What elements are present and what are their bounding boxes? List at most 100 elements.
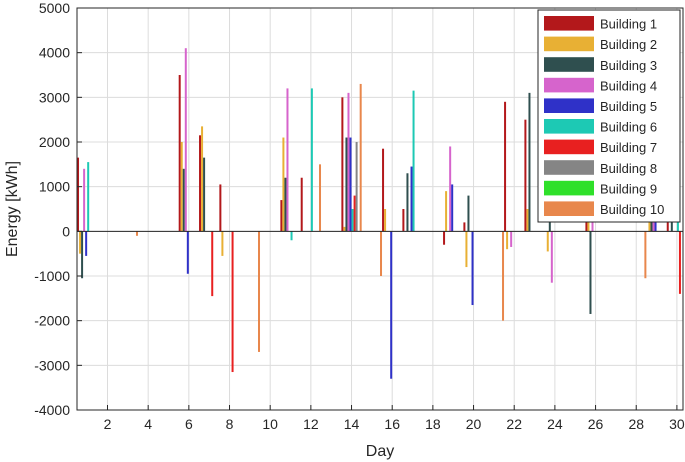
x-tick-label: 22: [506, 416, 522, 432]
legend-swatch: [544, 57, 594, 72]
y-axis-label: Energy [kWh]: [4, 161, 21, 257]
bar: [280, 200, 283, 232]
legend-swatch: [544, 201, 594, 216]
x-axis-label: Day: [366, 443, 394, 460]
legend-label: Building 8: [600, 161, 657, 176]
legend-label: Building 3: [600, 58, 657, 73]
legend-label: Building 6: [600, 120, 657, 135]
bars: [77, 48, 681, 379]
bar: [211, 231, 214, 297]
legend-label: Building 2: [600, 37, 657, 52]
legend-swatch: [544, 180, 594, 196]
y-tick-label: 3000: [39, 89, 70, 105]
y-tick-label: -4000: [34, 402, 70, 418]
x-tick-label: 28: [628, 416, 644, 432]
bar: [463, 222, 466, 232]
bar: [79, 231, 82, 254]
bar: [412, 90, 415, 232]
bar: [502, 231, 505, 321]
bar: [504, 101, 507, 232]
y-tick-label: 1000: [39, 179, 70, 195]
bar: [546, 231, 549, 252]
bar: [319, 164, 322, 232]
bar: [349, 137, 352, 232]
legend-swatch: [544, 160, 594, 175]
bar: [359, 83, 362, 232]
y-tick-label: -1000: [34, 268, 70, 284]
legend-label: Building 10: [600, 202, 664, 217]
legend-swatch: [544, 36, 594, 52]
x-tick-label: 14: [344, 416, 360, 432]
bar: [467, 195, 470, 232]
bar: [343, 226, 346, 232]
bar: [347, 92, 350, 232]
bar: [83, 168, 86, 232]
legend-label: Building 9: [600, 181, 657, 196]
bar: [443, 231, 446, 245]
x-tick-label: 6: [185, 416, 193, 432]
bar: [550, 231, 553, 283]
y-tick-label: -2000: [34, 313, 70, 329]
x-tick-label: 18: [425, 416, 441, 432]
bar: [77, 157, 80, 232]
bar: [445, 191, 448, 232]
bar: [231, 231, 234, 373]
legend-label: Building 1: [600, 17, 657, 32]
bar: [644, 231, 647, 279]
bar: [341, 97, 344, 232]
x-tick-label: 16: [384, 416, 400, 432]
legend-label: Building 5: [600, 99, 657, 114]
bar: [510, 231, 513, 247]
bar: [184, 48, 187, 232]
bar: [310, 88, 313, 232]
bar: [353, 195, 356, 232]
legend: Building 1 Building 2 Building 3 Building 4…: [537, 9, 681, 223]
bar: [380, 231, 383, 276]
bar: [402, 209, 405, 232]
legend-swatch: [544, 119, 594, 134]
x-tick-label: 30: [669, 416, 685, 432]
y-tick-labels: -4000 -3000 -2000 -1000 0 1000 2000 3000 4000 500…: [34, 0, 82, 418]
bar: [290, 231, 293, 241]
legend-label: Building 4: [600, 78, 657, 93]
legend-swatch: [544, 16, 594, 31]
bar: [87, 162, 90, 232]
bar: [524, 119, 527, 232]
bar: [506, 231, 509, 250]
legend-swatch: [544, 77, 594, 93]
bar: [286, 88, 289, 232]
x-tick-label: 2: [104, 416, 112, 432]
y-tick-label: 5000: [39, 0, 70, 16]
bar: [85, 231, 88, 256]
bar: [258, 231, 261, 352]
bar: [449, 146, 452, 232]
bar: [410, 166, 413, 232]
legend-label: Building 7: [600, 140, 657, 155]
bar: [678, 231, 681, 294]
bar: [465, 231, 468, 268]
bar: [300, 177, 303, 232]
bar: [471, 231, 474, 306]
bar: [351, 209, 354, 232]
bar: [199, 135, 202, 232]
legend-swatch: [544, 139, 594, 155]
x-tick-label: 24: [547, 416, 563, 432]
bar: [451, 184, 454, 232]
bar: [406, 173, 409, 232]
bar: [282, 137, 285, 232]
bar: [221, 231, 224, 256]
x-tick-label: 10: [262, 416, 278, 432]
bar: [203, 157, 206, 232]
bar: [589, 231, 592, 314]
x-tick-label: 26: [588, 416, 604, 432]
x-tick-label: 4: [144, 416, 152, 432]
bar: [528, 92, 531, 232]
bar: [135, 231, 138, 236]
y-tick-label: 4000: [39, 45, 70, 61]
bar: [81, 231, 84, 279]
bar: [355, 142, 358, 232]
bar: [384, 209, 387, 232]
y-tick-label: 0: [62, 223, 70, 239]
bar: [178, 75, 181, 232]
